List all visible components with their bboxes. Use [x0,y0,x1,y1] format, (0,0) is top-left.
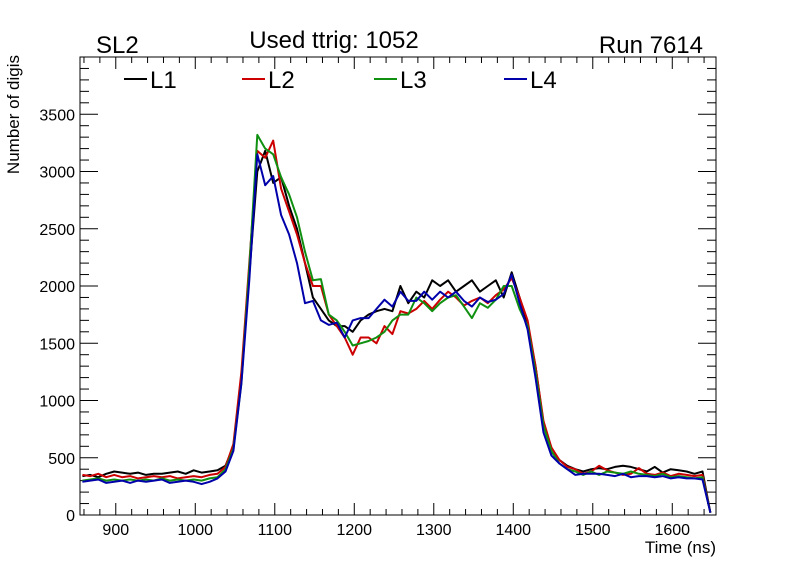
y-tick-label: 2000 [39,279,75,296]
y-tick-label: 1500 [39,336,75,353]
x-axis-label: Time (ns) [645,538,716,557]
legend-entry-l4: L4 [504,67,557,94]
y-tick-label: 1000 [39,394,75,411]
y-tick-label: 0 [66,508,75,525]
legend-label: L4 [530,67,557,94]
header-left-label: SL2 [96,32,139,59]
y-axis-label: Number of digis [4,55,23,174]
chart-title: Used ttrig: 1052 [249,27,418,54]
axis-ticks: 900 1000 1100 1200 1300 1400 1500 1600 0 500 1000 1… [39,56,716,539]
y-tick-label: 500 [48,451,75,468]
x-tick-label: 900 [102,522,129,539]
series-line-l4 [82,153,712,513]
legend-label: L1 [150,67,177,94]
x-tick-label: 1100 [258,522,293,539]
legend: L1 L2 L3 L4 [124,67,557,94]
x-tick-label: 1200 [336,522,372,539]
legend-label: L2 [268,67,295,94]
legend-label: L3 [400,67,427,94]
x-tick-label: 1400 [495,522,531,539]
series-lines [82,133,712,513]
x-tick-label: 1500 [575,522,611,539]
series-line-l2 [82,139,712,513]
legend-entry-l3: L3 [374,67,427,94]
legend-entry-l2: L2 [242,67,295,94]
header-right-label: Run 7614 [599,32,703,59]
x-tick-label: 1000 [177,522,213,539]
y-tick-label: 2500 [39,222,75,239]
x-tick-label: 1300 [416,522,452,539]
legend-entry-l1: L1 [124,67,177,94]
y-tick-label: 3000 [39,165,75,182]
x-tick-label: 1600 [654,522,690,539]
y-tick-label: 3500 [39,107,75,124]
